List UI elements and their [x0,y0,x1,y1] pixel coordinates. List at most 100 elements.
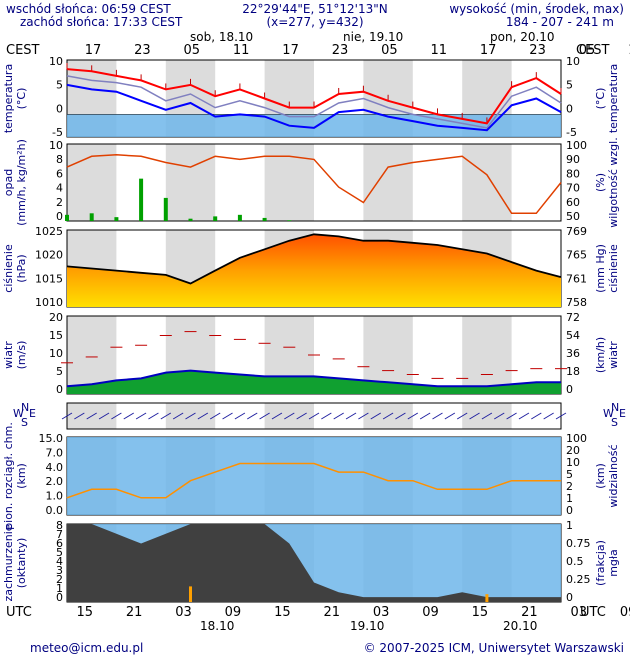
wind-arrow [444,412,456,420]
tick-label: 7 [56,528,63,541]
wind-arrow [296,412,307,420]
bottom-hour-label: 15 [76,605,93,620]
tick-label: 2 [56,196,63,209]
top-hour-label: 05 [579,43,596,58]
grid-text: (x=277, y=432) [266,15,363,29]
wind-arrow [395,412,406,420]
wind-arrow [123,412,135,420]
fog-bar [189,586,192,602]
sunrise-text: wschód słońca: 06:59 CEST [6,2,171,16]
tick-label: 6 [56,167,63,180]
tick-label: 0 [566,102,573,115]
tick-label: 60 [566,196,580,209]
tick-label: 15 [49,329,63,342]
night-band [462,316,512,394]
tick-label: 8 [56,153,63,166]
sunset-text: zachód słońca: 17:33 CEST [20,15,183,29]
compass-w-left: W [13,407,24,420]
wind-arrow [148,412,159,420]
tick-label: 54 [566,329,580,342]
fog-bar [485,594,489,602]
tick-label: 0 [56,591,63,604]
side-label: ciśnienie [607,244,620,293]
bottom-date-label: 20.10 [503,619,537,633]
footer-copyright: © 2007-2025 ICM, Uniwersytet Warszawski [364,641,624,655]
bottom-hour-label: 03 [373,605,390,620]
tick-label: 1 [56,582,63,595]
wind-arrow [308,412,320,420]
tick-label: 5 [566,468,573,481]
top-hour-label: 23 [134,43,151,58]
tick-label: 10 [49,139,63,152]
tick-label: 0 [56,383,63,396]
wind-arrow [358,412,369,420]
wind-arrow [222,412,233,420]
tick-label: 6 [56,537,63,550]
tick-label: 4.0 [46,461,64,474]
temp-max-line [66,68,562,125]
top-hour-label: 17 [85,43,102,58]
bottom-date-label: 19.10 [350,619,384,633]
bottom-hour-label: 09 [620,605,630,620]
tick-label: 10 [566,456,580,469]
footer-email[interactable]: meteo@icm.edu.pl [30,641,143,655]
wind-arrow [531,412,542,420]
wind-arrow [135,412,147,420]
tick-label: 20 [49,311,63,324]
wind-arrow [111,412,122,420]
top-hour-label: 23 [332,43,349,58]
compass-s-right: S [611,416,618,429]
precip-bar [65,214,69,221]
tick-label: 1 [566,492,573,505]
tick-label: 20 [566,444,580,457]
bottom-hour-label: 21 [323,605,340,620]
bottom-date-label: 18.10 [200,619,234,633]
tick-label: 0 [566,383,573,396]
top-hour-label: 11 [431,43,448,58]
side-label: (oktanty) [15,538,28,589]
side-label: (°C) [15,88,28,110]
tick-label: 0 [566,591,573,604]
wind-arrow [321,412,332,420]
precip-bar [287,220,292,221]
night-band [363,144,413,221]
wind-arrow [407,412,419,420]
tick-label: -5 [52,126,63,139]
wind-arrow [469,412,480,420]
night-band [462,144,512,221]
side-label: (km/h) [594,337,607,373]
wind-arrow [493,412,505,420]
tick-label: 3 [56,564,63,577]
side-label: (km) [15,463,28,489]
wind-arrow [197,412,209,420]
tick-label: 1.0 [46,490,64,503]
tick-label: 0.5 [566,555,584,568]
side-label: (frakcja) [594,540,607,586]
tick-label: 90 [566,153,580,166]
cloud-cover-area [67,524,561,602]
compass-n-right: N [611,401,619,414]
bottom-hour-label: 03 [570,605,587,620]
wind-arrow [370,412,382,420]
top-hour-label: 17 [282,43,299,58]
tick-label: 10 [566,55,580,68]
side-label: (%) [594,173,607,192]
wind-arrow [98,412,110,420]
tick-label: 769 [566,225,587,238]
wind-arrow [506,412,517,420]
tick-label: 2.0 [46,475,64,488]
tick-label: 100 [566,139,587,152]
compass-n-left: N [21,401,29,414]
tick-label: 758 [566,296,587,309]
wind-arrow [160,412,172,420]
night-band [165,144,216,221]
precip-bar [262,217,267,221]
tick-label: 0 [566,504,573,517]
tick-label: 2 [56,573,63,586]
wind-arrow [518,412,530,420]
compass-w-right: W [603,407,614,420]
clouds-bg [67,437,561,515]
wind-arrow [555,412,567,420]
tick-label: -5 [566,126,577,139]
